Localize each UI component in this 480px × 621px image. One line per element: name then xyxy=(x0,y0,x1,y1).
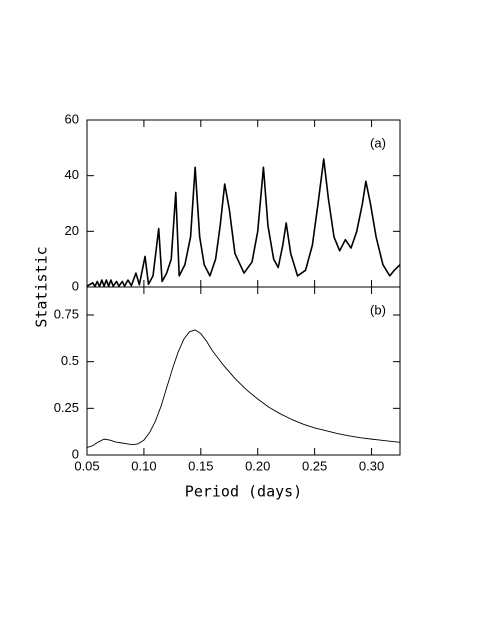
data-line xyxy=(86,158,401,288)
x-tick-label: 0.30 xyxy=(359,458,384,473)
panel-annotation: (b) xyxy=(370,302,386,317)
y-tick-label: 0.5 xyxy=(61,353,79,368)
y-tick-label: 0.25 xyxy=(54,400,79,415)
plot-frame xyxy=(86,286,401,456)
y-tick-label: 0 xyxy=(72,446,79,461)
panel-annotation: (a) xyxy=(370,135,386,150)
x-tick-label: 0.20 xyxy=(245,458,270,473)
x-tick-label: 0.10 xyxy=(131,458,156,473)
y-tick-label: 0 xyxy=(72,278,79,293)
y-tick-label: 40 xyxy=(65,167,79,182)
x-axis-label: Period (days) xyxy=(185,483,302,501)
y-axis-label: Statistic xyxy=(33,246,51,327)
x-tick-label: 0.25 xyxy=(302,458,327,473)
data-line xyxy=(86,329,401,448)
y-tick-label: 60 xyxy=(65,111,79,126)
x-tick-label: 0.15 xyxy=(188,458,213,473)
y-tick-label: 20 xyxy=(65,223,79,238)
x-tick-label: 0.05 xyxy=(74,458,99,473)
y-tick-label: 0.75 xyxy=(54,306,79,321)
